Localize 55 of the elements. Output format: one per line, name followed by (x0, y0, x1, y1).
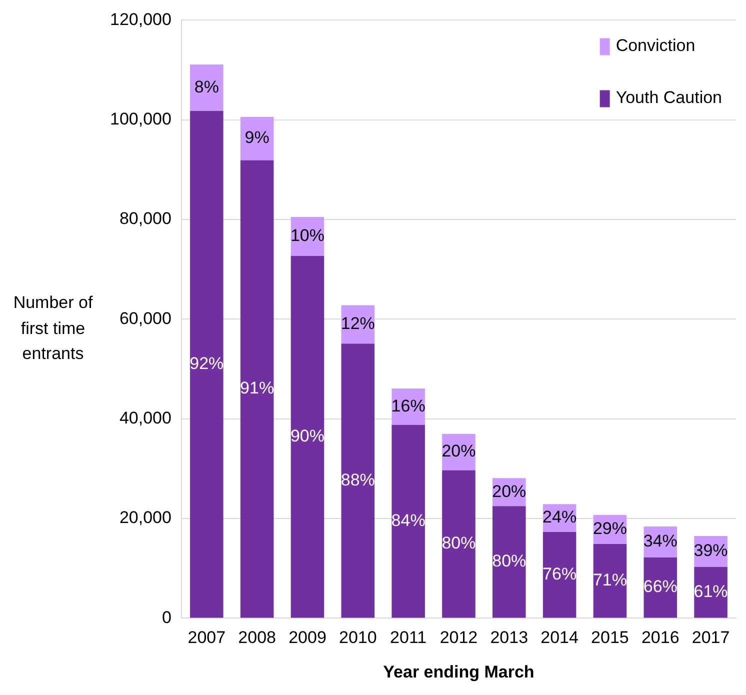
x-tick-label: 2011 (390, 628, 427, 648)
annotation: 88% (340, 470, 375, 490)
bar (392, 424, 425, 618)
legend-label: Conviction (616, 36, 696, 55)
annotation: 39% (694, 541, 728, 560)
annotation: 80% (492, 552, 526, 571)
x-axis-title: Year ending March (383, 662, 534, 682)
annotation: 8% (194, 77, 219, 96)
x-tick-label: 2015 (591, 628, 629, 648)
x-tick-label: 2016 (641, 628, 680, 648)
annotation: 20% (442, 442, 476, 461)
annotation: 76% (542, 564, 577, 584)
bar (190, 64, 224, 111)
x-tick-label: 2008 (238, 628, 276, 648)
x-tick-label: 2014 (540, 628, 578, 648)
annotation: 84% (391, 510, 426, 530)
annotation: 71% (592, 570, 627, 590)
x-tick-label: 2009 (288, 628, 326, 648)
annotation: 34% (643, 532, 678, 551)
annotation: 91% (240, 378, 274, 398)
x-tick-label: 2010 (338, 628, 377, 648)
y-tick-label: 40,000 (119, 408, 172, 428)
annotation: 61% (694, 582, 728, 601)
annotation: 20% (492, 482, 526, 501)
annotation: 80% (442, 534, 476, 553)
x-tick-label: 2012 (440, 628, 478, 648)
bar (190, 110, 224, 618)
bar (341, 344, 375, 618)
x-tick-label: 2017 (692, 628, 730, 648)
bar (442, 470, 476, 618)
x-tick-label: 2013 (490, 628, 528, 648)
y-tick-label: 120,000 (110, 10, 172, 29)
bar (593, 544, 627, 618)
annotation: 9% (244, 128, 270, 148)
annotation: 92% (190, 354, 224, 373)
bar (644, 557, 678, 618)
annotation: 12% (340, 314, 375, 334)
bar (290, 256, 324, 618)
annotation: 24% (542, 508, 577, 527)
legend-label: Youth Caution (616, 88, 722, 107)
y-tick-label: 20,000 (119, 508, 172, 528)
annotation: 29% (592, 519, 627, 538)
bar (492, 506, 526, 618)
annotation: 66% (643, 577, 678, 596)
y-tick-label: 100,000 (110, 110, 172, 129)
y-tick-label: 0 (162, 608, 172, 627)
y-tick-label: 60,000 (119, 308, 172, 328)
bar (542, 532, 576, 618)
y-axis-title: Number of first time entrants (12, 292, 94, 365)
annotation: 16% (391, 396, 426, 416)
annotation: 10% (290, 226, 324, 246)
y-tick-label: 80,000 (119, 209, 172, 228)
x-tick-label: 2007 (188, 628, 226, 648)
bar (240, 160, 274, 618)
annotation: 90% (290, 426, 324, 446)
